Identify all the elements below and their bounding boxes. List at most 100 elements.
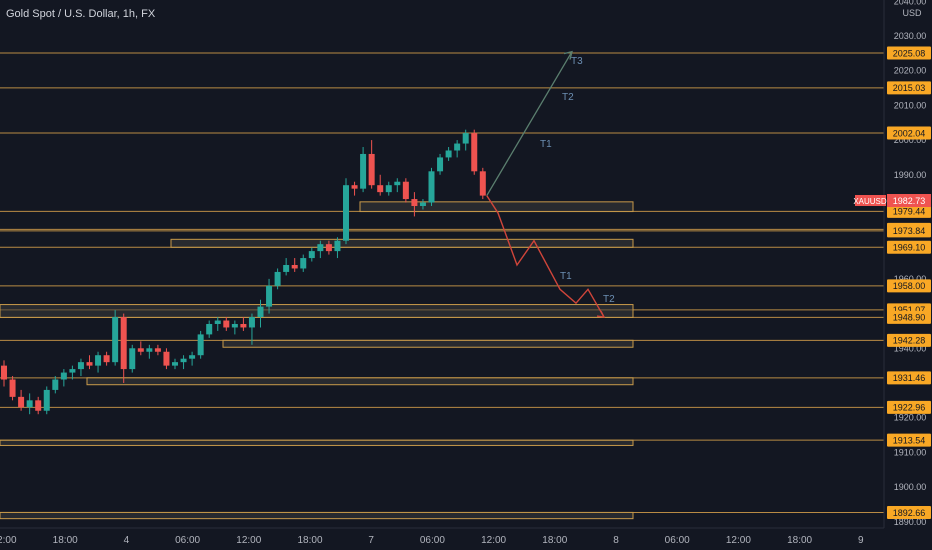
- level-tag-bg: [887, 204, 931, 218]
- candle-body: [437, 157, 444, 172]
- target-label-up: T2: [562, 92, 574, 103]
- level-tag-value: 2025.08: [893, 48, 926, 58]
- candle-body: [112, 317, 119, 363]
- candle-body: [43, 389, 50, 411]
- time-tick-label: 4: [124, 535, 130, 546]
- candle-body: [343, 185, 349, 241]
- candle-body: [385, 185, 392, 193]
- candle-body: [9, 379, 16, 397]
- price-tick-label: 2020.00: [894, 66, 927, 76]
- zone-box: [0, 511, 634, 520]
- level-tag-value: 1931.46: [893, 373, 926, 383]
- currency-label: USD: [902, 8, 922, 18]
- candle-body: [77, 362, 84, 370]
- target-label-up: T1: [540, 139, 552, 150]
- time-tick-label: 12:00: [236, 535, 261, 546]
- currency-text: USD: [902, 8, 922, 18]
- projection-up-arrowhead: [563, 50, 573, 60]
- candle-body: [137, 348, 144, 352]
- price-tick-label: 1890.00: [894, 517, 927, 527]
- time-tick-label: 12:00: [0, 535, 17, 546]
- candle-body: [18, 396, 25, 408]
- candle-body: [360, 153, 367, 189]
- candle-body: [26, 400, 33, 408]
- candle-body: [103, 355, 110, 363]
- level-tag-bg: [887, 506, 931, 520]
- candle-body: [231, 323, 238, 328]
- level-tag-bg: [887, 400, 931, 414]
- last-price-tag: XAUUSD 1982.73: [853, 194, 931, 207]
- candle-body: [308, 251, 315, 259]
- level-tag-value: 1892.66: [893, 508, 926, 518]
- candle-body: [223, 320, 230, 328]
- level-tag-value: 1979.44: [893, 207, 926, 217]
- level-tag-value: 2002.04: [893, 128, 926, 138]
- candle-body: [60, 372, 67, 380]
- candle-body: [248, 317, 255, 328]
- candle-body: [402, 181, 409, 200]
- level-tag-value: 1973.84: [893, 226, 926, 236]
- candle-body: [86, 362, 93, 366]
- time-tick-label: 18:00: [297, 535, 322, 546]
- candle-body: [266, 285, 273, 307]
- level-tag-bg: [887, 46, 931, 60]
- zone-box: [170, 238, 634, 248]
- price-tick-label: 1940.00: [894, 343, 927, 353]
- level-tag-value: 1951.07: [893, 305, 926, 315]
- level-tag-bg: [887, 333, 931, 347]
- candle-body: [454, 143, 461, 151]
- price-tick-label: 1910.00: [894, 447, 927, 457]
- time-tick-label: 06:00: [665, 535, 690, 546]
- zone-box: [86, 377, 634, 386]
- candle-body: [334, 240, 341, 252]
- candle-body: [300, 258, 307, 269]
- candle-body: [394, 181, 401, 186]
- candle-body: [120, 317, 127, 370]
- price-tick-label: 1900.00: [894, 482, 927, 492]
- candle-body: [428, 171, 435, 203]
- candle-body: [146, 348, 153, 352]
- time-tick-label: 8: [613, 535, 619, 546]
- price-axis-level-tags: 2025.082015.032002.041979.441974.281973.…: [887, 46, 931, 520]
- candle-body: [351, 185, 358, 189]
- zone-box: [222, 339, 634, 348]
- candle-body: [317, 244, 324, 252]
- support-resistance-zones: [0, 201, 634, 520]
- level-tag-bg: [887, 224, 931, 238]
- candle-body: [206, 323, 213, 335]
- level-tag-bg: [887, 433, 931, 447]
- time-tick-label: 06:00: [420, 535, 445, 546]
- price-tick-label: 1920.00: [894, 413, 927, 423]
- level-tag-value: 1942.28: [893, 336, 926, 346]
- zone-box: [0, 304, 634, 318]
- price-tick-label: 1960.00: [894, 274, 927, 284]
- candle-body: [377, 185, 384, 193]
- level-tag-bg: [887, 126, 931, 140]
- time-tick-label: 18:00: [53, 535, 78, 546]
- zone-box: [0, 439, 634, 446]
- time-tick-label: 18:00: [787, 535, 812, 546]
- candle-body: [445, 150, 452, 158]
- level-tag-value: 1969.10: [893, 243, 926, 253]
- candle-body: [52, 379, 59, 390]
- candlestick-series: [1, 129, 486, 415]
- level-tag-bg: [887, 240, 931, 254]
- level-tag-bg: [887, 81, 931, 95]
- time-tick-label: 7: [368, 535, 374, 546]
- time-axis-ticks[interactable]: 12:00 18:00 4 06:00 12:00 18:00 7 06:00 12:00 18:…: [0, 535, 864, 546]
- candle-body: [214, 320, 221, 324]
- projection-down-arrowhead: [596, 310, 606, 318]
- candle-body: [471, 133, 478, 172]
- candle-body: [462, 133, 469, 144]
- level-tag-value: 1922.96: [893, 403, 926, 413]
- candle-body: [129, 348, 136, 370]
- level-tag-bg: [887, 310, 931, 324]
- price-tick-label: 1990.00: [894, 170, 927, 180]
- target-label-down: T1: [560, 271, 572, 282]
- candle-body: [197, 334, 204, 356]
- candle-body: [325, 244, 332, 252]
- candle-body: [240, 323, 247, 328]
- candle-body: [1, 365, 7, 380]
